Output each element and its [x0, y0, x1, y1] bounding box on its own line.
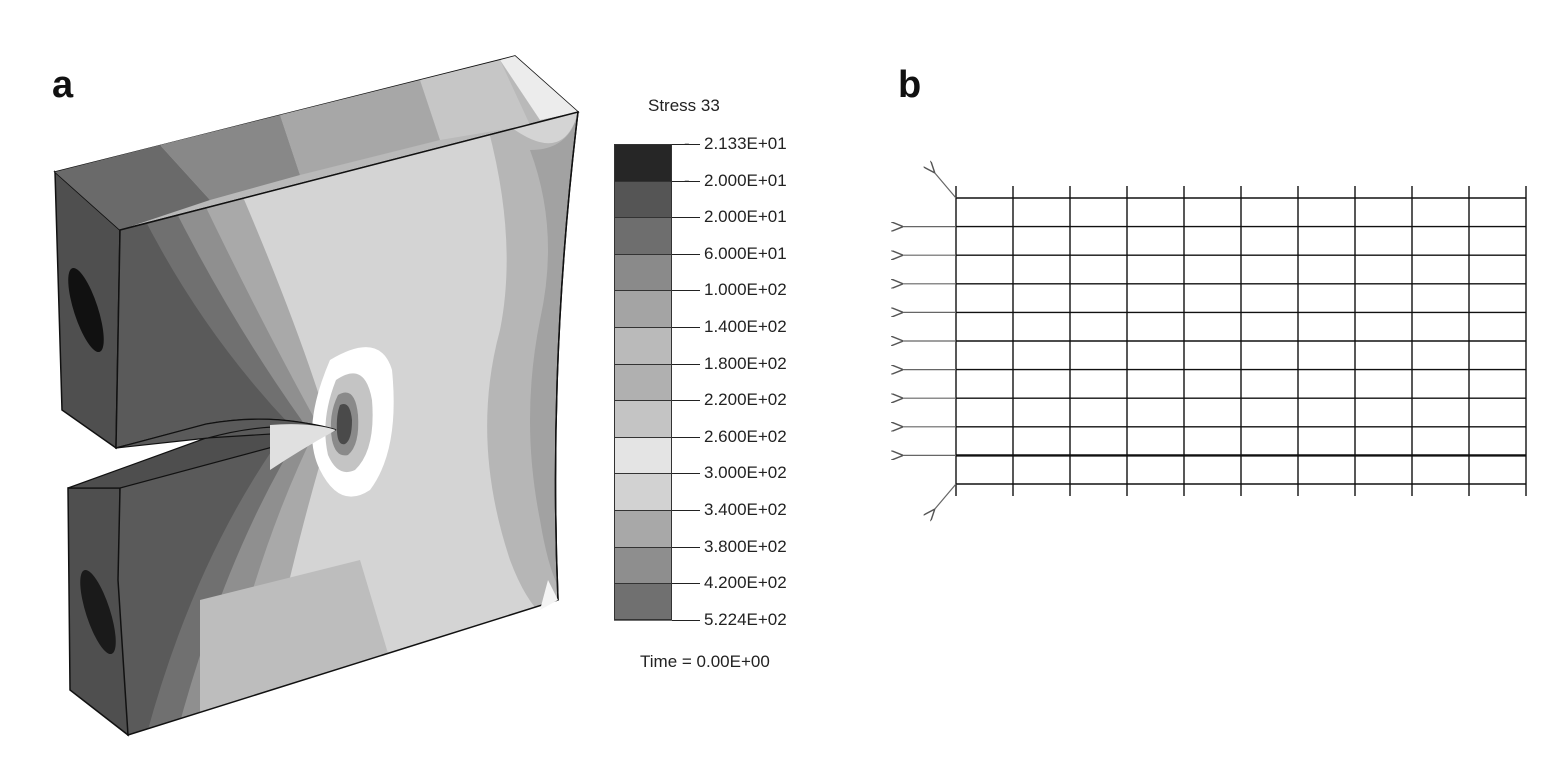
legend-value: 4.200E+02 [704, 573, 787, 593]
legend-tick [672, 400, 700, 402]
legend-tick [672, 253, 700, 255]
legend-value: 2.000E+01 [704, 170, 787, 190]
top-face-band [280, 80, 440, 175]
legend-swatch [614, 217, 672, 255]
legend-swatch [614, 363, 672, 402]
legend-dash: - [684, 134, 690, 153]
mesh-grid [955, 186, 1527, 496]
upper-pin-hole [68, 267, 104, 353]
legend-value: 1.400E+02 [704, 317, 787, 336]
legend-value: 2.000E+01 [704, 207, 787, 227]
legend-tick [672, 473, 700, 475]
legend-value: 6.000E+01 [704, 243, 787, 263]
legend-swatch [614, 253, 672, 292]
legend-tick [672, 290, 700, 292]
legend-swatch [614, 583, 672, 621]
legend-value: 3.000E+02 [704, 463, 787, 483]
legend-value: 2.133E+01 [704, 134, 787, 153]
right-edge [554, 111, 579, 601]
legend-value: 3.800E+02 [704, 536, 787, 556]
legend-value: 3.400E+02 [704, 500, 787, 519]
legend-tick [672, 144, 700, 145]
top-face-band [420, 60, 530, 140]
legend-dash: - [684, 170, 690, 190]
legend-swatch [614, 290, 672, 328]
legend-swatch [614, 327, 672, 365]
legend-bar-outline [614, 144, 672, 620]
top-face-band [500, 56, 578, 120]
legend-tick [672, 546, 700, 548]
legend-swatch [614, 510, 672, 548]
legend-tick [672, 436, 700, 438]
legend-value: 1.000E+02 [704, 280, 787, 300]
legend-title: Stress 33 [648, 96, 720, 115]
corner-arrow [934, 172, 957, 199]
legend-value: 1.800E+02 [704, 353, 787, 373]
right-edge-shadow [540, 580, 558, 610]
legend-swatch [614, 180, 672, 219]
legend-swatch [614, 436, 672, 475]
legend-value: 2.600E+02 [704, 426, 787, 446]
legend-tick [672, 583, 700, 585]
legend-swatch [614, 400, 672, 438]
lower-pin-hole [80, 569, 116, 655]
legend-tick [672, 180, 700, 182]
legend-value: 5.224E+02 [704, 609, 787, 629]
legend-tick [672, 510, 700, 511]
crack-tip [270, 424, 336, 470]
corner-arrow [934, 483, 957, 510]
specimen-contour-plot [53, 55, 580, 737]
legend-tick [672, 363, 700, 365]
mesh-diagram [890, 150, 1527, 530]
legend-swatch [614, 473, 672, 511]
panel-label-b: b [898, 64, 922, 106]
boundary-arrows [902, 172, 957, 510]
legend-value: 2.200E+02 [704, 390, 787, 410]
top-face-band [160, 115, 300, 200]
panel-label-a: a [52, 64, 74, 106]
legend-swatch [614, 546, 672, 585]
legend-tick [672, 217, 700, 219]
legend-tick [672, 619, 700, 621]
legend-tick [672, 327, 700, 328]
time-readout: Time = 0.00E+00 [640, 652, 770, 671]
top-face-band [55, 145, 210, 230]
stress-legend: Stress 33 -2.133E+01-2.000E+01 2.000E+01 6… [600, 90, 840, 690]
